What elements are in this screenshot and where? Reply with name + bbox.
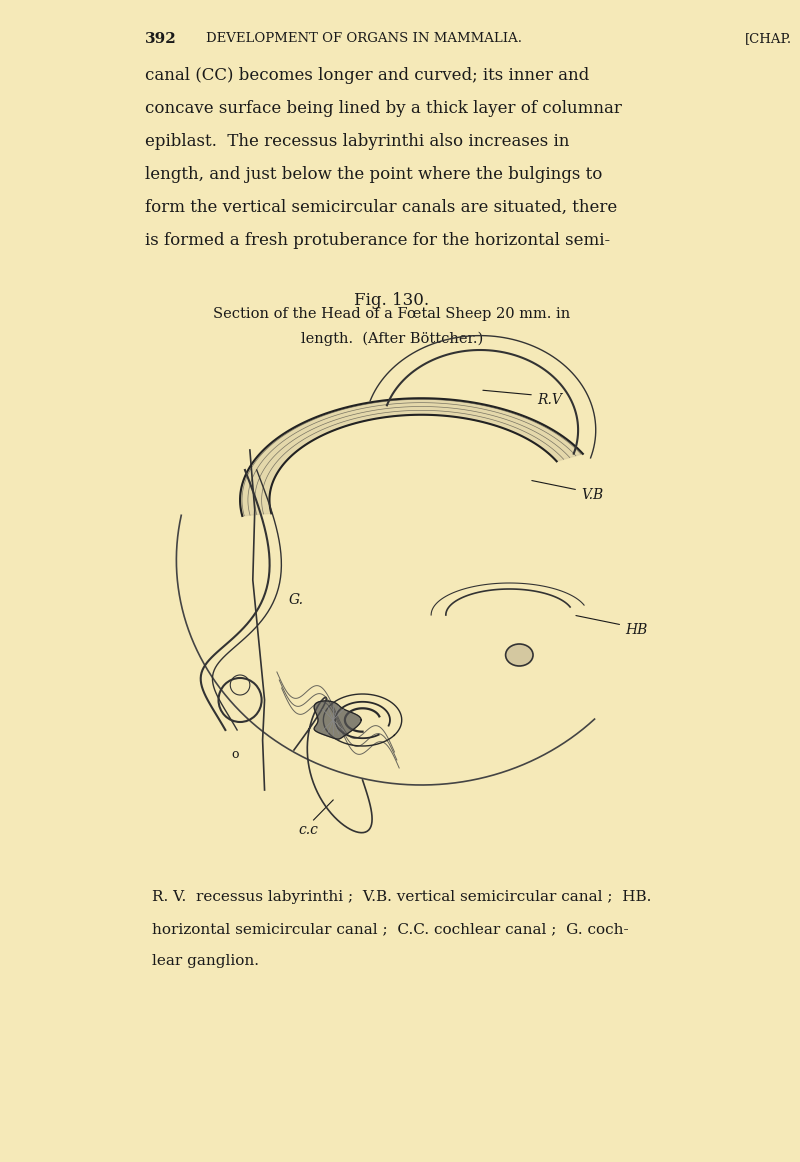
Text: length.  (After Böttcher.): length. (After Böttcher.) [301, 332, 483, 346]
Text: DEVELOPMENT OF ORGANS IN MAMMALIA.: DEVELOPMENT OF ORGANS IN MAMMALIA. [206, 33, 522, 45]
Polygon shape [314, 701, 361, 739]
Text: Fig. 130.: Fig. 130. [354, 292, 430, 309]
Text: lear ganglion.: lear ganglion. [152, 954, 259, 968]
Text: Section of the Head of a Fœtal Sheep 20 mm. in: Section of the Head of a Fœtal Sheep 20 … [214, 307, 570, 321]
Ellipse shape [506, 644, 533, 666]
Text: V.B: V.B [581, 488, 603, 502]
Text: R. V.  recessus labyrinthi ;  V.B. vertical semicircular canal ;  HB.: R. V. recessus labyrinthi ; V.B. vertica… [152, 890, 651, 904]
Text: form the vertical semicircular canals are situated, there: form the vertical semicircular canals ar… [145, 199, 618, 216]
Text: concave surface being lined by a thick layer of columnar: concave surface being lined by a thick l… [145, 100, 622, 117]
Text: o: o [231, 748, 239, 761]
Text: HB: HB [625, 623, 647, 637]
Text: c.c: c.c [299, 823, 318, 837]
Text: 392: 392 [145, 33, 177, 46]
Text: R.V: R.V [537, 393, 562, 407]
Text: [CHAP.: [CHAP. [745, 33, 792, 45]
Text: canal (CC) becomes longer and curved; its inner and: canal (CC) becomes longer and curved; it… [145, 67, 590, 84]
Text: epiblast.  The recessus labyrinthi also increases in: epiblast. The recessus labyrinthi also i… [145, 132, 570, 150]
Text: length, and just below the point where the bulgings to: length, and just below the point where t… [145, 166, 602, 182]
Polygon shape [240, 399, 583, 516]
Text: is formed a fresh protuberance for the horizontal semi-: is formed a fresh protuberance for the h… [145, 232, 610, 249]
Text: horizontal semicircular canal ;  C.C. cochlear canal ;  G. coch-: horizontal semicircular canal ; C.C. coc… [152, 921, 629, 937]
Text: G.: G. [289, 593, 304, 607]
